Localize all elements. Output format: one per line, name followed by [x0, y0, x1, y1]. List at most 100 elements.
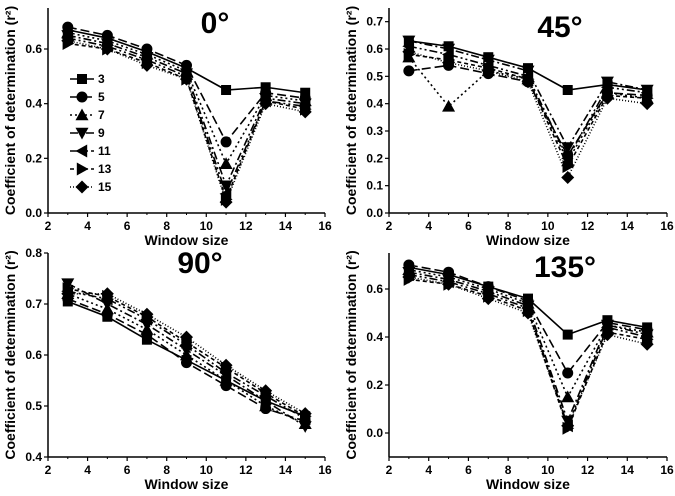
x-tick-label: 6: [124, 463, 131, 477]
data-point-diamond: [481, 292, 495, 306]
series-9: [402, 267, 654, 428]
legend-marker-square: [77, 74, 87, 84]
series-7: [61, 287, 312, 430]
data-point-diamond: [180, 72, 193, 86]
series-7: [402, 263, 654, 403]
series-11: [402, 268, 653, 433]
data-point-triangle-down: [561, 142, 575, 154]
legend-label: 11: [98, 144, 111, 158]
y-tick-label: 0.6: [25, 42, 42, 56]
data-point-diamond: [61, 34, 75, 48]
data-point-diamond: [600, 328, 614, 342]
data-point-diamond: [600, 91, 614, 105]
data-point-triangle-right: [562, 160, 575, 174]
x-tick-label: 12: [581, 219, 595, 233]
y-tick-label: 0.6: [25, 348, 42, 362]
data-point-diamond: [219, 195, 233, 209]
x-tick-label: 10: [541, 463, 555, 477]
x-axis-label: Window size: [145, 232, 229, 248]
y-tick-label: 0.6: [366, 282, 383, 296]
y-tick-label: 0.0: [366, 426, 383, 440]
x-tick-label: 16: [660, 463, 674, 477]
panel-1: 2 4 6 8 10 12 14 16 0.0 0.1 0.2 0.3 0.4 0.5 0.6 0.7 Wind…: [343, 6, 674, 248]
x-tick-label: 2: [386, 219, 393, 233]
y-tick-label: 0.5: [366, 69, 383, 83]
legend-label: 13: [98, 162, 112, 176]
data-point-diamond: [298, 407, 312, 421]
y-axis-label: Coefficient of determination (r²): [2, 250, 18, 459]
data-point-diamond: [140, 58, 154, 72]
y-tick-label: 0.2: [25, 151, 42, 165]
y-tick-label: 0.2: [366, 151, 383, 165]
data-point-diamond: [259, 384, 273, 398]
x-tick-label: 8: [163, 219, 170, 233]
x-tick-label: 4: [425, 463, 432, 477]
data-point-diamond: [521, 75, 535, 89]
data-point-triangle-down: [521, 65, 535, 78]
y-tick-label: 0.4: [366, 330, 383, 344]
data-point-triangle-left: [600, 80, 613, 94]
data-point-square: [562, 329, 573, 340]
data-point-diamond: [61, 287, 75, 301]
x-tick-label: 12: [581, 463, 595, 477]
series-9: [61, 278, 312, 433]
y-tick-label: 0.0: [366, 206, 383, 220]
legend-marker-triangle-up: [75, 108, 89, 121]
x-tick-label: 16: [660, 219, 674, 233]
data-point-triangle-up: [561, 390, 575, 403]
data-point-triangle-up: [219, 157, 233, 169]
data-point-diamond: [521, 306, 535, 320]
panel-3: 2 4 6 8 10 12 14 16 0.0 0.2 0.4 0.6 Window size Coeff…: [343, 250, 674, 492]
x-tick-label: 10: [200, 219, 214, 233]
x-tick-label: 14: [621, 463, 635, 477]
x-axis-label: Window size: [486, 232, 570, 248]
data-point-diamond: [402, 270, 416, 284]
x-tick-label: 10: [541, 219, 555, 233]
y-tick-label: 0.5: [25, 399, 42, 413]
data-point-diamond: [640, 337, 654, 351]
data-point-triangle-left: [561, 151, 573, 165]
y-tick-label: 0.2: [366, 378, 383, 392]
y-tick-label: 0.3: [366, 124, 383, 138]
data-point-triangle-up: [442, 99, 456, 112]
legend-label: 3: [98, 72, 105, 86]
legend-label: 7: [98, 108, 105, 122]
y-tick-label: 0.1: [366, 179, 383, 193]
data-point-diamond: [442, 277, 456, 291]
data-point-triangle-down: [402, 35, 416, 48]
data-point-diamond: [481, 64, 495, 78]
x-tick-label: 6: [465, 463, 472, 477]
x-tick-label: 4: [425, 219, 432, 233]
legend-marker-circle: [76, 91, 88, 103]
data-point-diamond: [219, 358, 233, 372]
series-15: [402, 45, 654, 184]
data-point-diamond: [561, 419, 575, 433]
data-point-diamond: [442, 56, 456, 70]
x-tick-label: 16: [318, 463, 332, 477]
x-tick-label: 2: [386, 463, 393, 477]
data-point-circle: [562, 367, 574, 379]
data-point-triangle-down: [442, 43, 456, 56]
panel-2: 2 4 6 8 10 12 14 16 0.4 0.5 0.6 0.7 0.8 Window size Co…: [2, 246, 332, 492]
x-tick-label: 12: [239, 463, 253, 477]
x-tick-label: 2: [45, 463, 52, 477]
x-axis-label: Window size: [486, 476, 570, 492]
data-point-diamond: [259, 97, 273, 111]
legend: 3 5 7 9 11 13 15: [70, 72, 112, 194]
y-tick-label: 0.4: [366, 97, 383, 111]
series-9: [402, 35, 654, 154]
x-tick-label: 2: [45, 219, 52, 233]
x-tick-label: 8: [505, 219, 512, 233]
panel-title: 0°: [201, 7, 230, 40]
y-tick-label: 0.4: [25, 450, 42, 464]
y-tick-label: 0.0: [25, 206, 42, 220]
x-tick-label: 14: [279, 219, 293, 233]
panel-title: 135°: [534, 251, 596, 284]
data-point-circle: [220, 136, 232, 148]
legend-marker-diamond: [75, 180, 89, 194]
data-point-diamond: [640, 97, 654, 111]
x-tick-label: 6: [124, 219, 131, 233]
legend-marker-triangle-right: [76, 162, 89, 176]
data-point-square: [221, 85, 232, 95]
